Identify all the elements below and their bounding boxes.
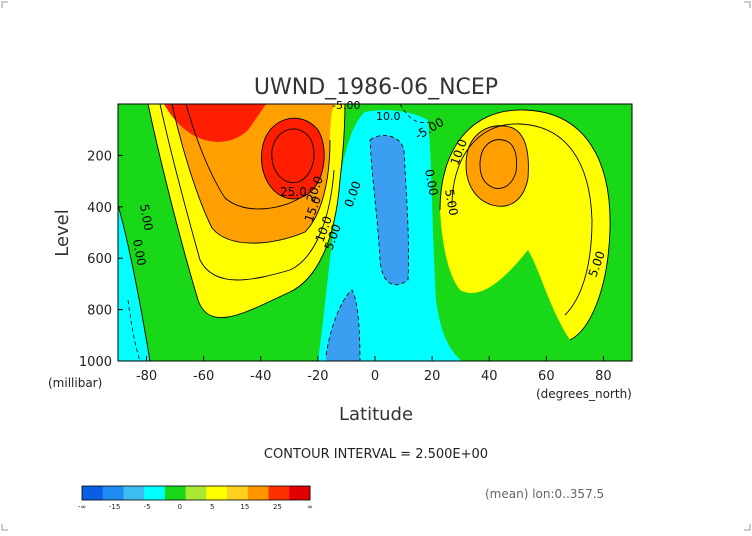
colorbar-frame xyxy=(81,485,311,501)
contour-label: 0.00 xyxy=(422,168,440,197)
y-axis-title: Level xyxy=(52,209,73,257)
contour-label: -5.00 xyxy=(332,99,360,112)
contour-label-group: 5.00 0.00 25.0 20.0 15.0 10.0 5.00 0.00 … xyxy=(130,99,608,279)
y-tick-label: 200 xyxy=(87,149,112,164)
x-tick-label: 80 xyxy=(595,369,612,384)
x-tick-label: -40 xyxy=(250,369,271,384)
colorbar-swatch xyxy=(102,486,124,500)
colorbar-swatch xyxy=(123,486,145,500)
chart-title: UWND_1986-06_NCEP xyxy=(254,75,498,100)
x-tick-label: 20 xyxy=(424,369,441,384)
colorbar-label: 15 xyxy=(240,503,249,511)
contour-label: 5.00 xyxy=(442,188,460,217)
contour-label: 5.00 xyxy=(137,203,155,232)
contour-label: 0.00 xyxy=(130,238,148,267)
region-south-cyan xyxy=(118,205,150,361)
colorbar-swatch xyxy=(227,486,249,500)
y-tick-label: 400 xyxy=(87,201,112,216)
x-tick-label: 40 xyxy=(481,369,498,384)
footnote: (mean) lon:0..357.5 xyxy=(485,487,604,501)
x-tick-label: -80 xyxy=(136,369,157,384)
colorbar-label: ∞ xyxy=(307,503,313,511)
x-tick-label: -60 xyxy=(193,369,214,384)
y-tick-labels: 200 400 600 800 1000 xyxy=(79,149,112,370)
colorbar-label: -5 xyxy=(144,503,151,511)
x-tick-label: -20 xyxy=(307,369,328,384)
colorbar-labels: -∞ -15 -5 0 5 15 25 ∞ xyxy=(78,503,313,511)
colorbar-swatch xyxy=(247,486,270,500)
axis-ticks xyxy=(118,154,604,362)
colorbar-label: -15 xyxy=(109,503,120,511)
contour-lines-dashed xyxy=(127,104,431,361)
region-south-jet-red-top xyxy=(164,104,266,142)
x-tick-label: 60 xyxy=(538,369,555,384)
y-tick-label: 800 xyxy=(87,304,112,319)
contour-label: 10.0 xyxy=(376,110,401,123)
contour-label: 25.0 xyxy=(280,185,307,199)
colorbar-swatch xyxy=(206,486,228,500)
y-tick-label: 600 xyxy=(87,252,112,267)
y-tick-label: 1000 xyxy=(79,355,112,370)
y-unit-label: (millibar) xyxy=(48,376,102,390)
colorbar-label: 25 xyxy=(273,503,282,511)
region-south-jet-red-core xyxy=(261,118,325,199)
colorbar-swatch xyxy=(268,486,290,500)
region-equator-blue-lower xyxy=(326,290,360,361)
x-axis-title: Latitude xyxy=(339,404,413,425)
x-unit-label: (degrees_north) xyxy=(536,387,632,401)
colorbar-label: 0 xyxy=(177,503,181,511)
plot-area xyxy=(118,104,632,361)
contour-interval-text: CONTOUR INTERVAL = 2.500E+00 xyxy=(264,447,488,462)
colorbar xyxy=(81,485,311,501)
colorbar-label: 5 xyxy=(210,503,214,511)
region-equator-blue-upper xyxy=(370,135,409,285)
colorbar-swatch xyxy=(164,486,187,500)
colorbar-swatch xyxy=(289,486,311,500)
x-tick-label: 0 xyxy=(371,369,379,384)
x-tick-labels: -80 -60 -40 -20 0 20 40 60 80 xyxy=(136,369,612,384)
contour-lines xyxy=(118,104,611,361)
colorbar-swatch xyxy=(82,486,104,500)
colorbar-label: -∞ xyxy=(78,503,86,511)
colorbar-swatch xyxy=(144,486,166,500)
colorbar-swatch xyxy=(185,486,207,500)
